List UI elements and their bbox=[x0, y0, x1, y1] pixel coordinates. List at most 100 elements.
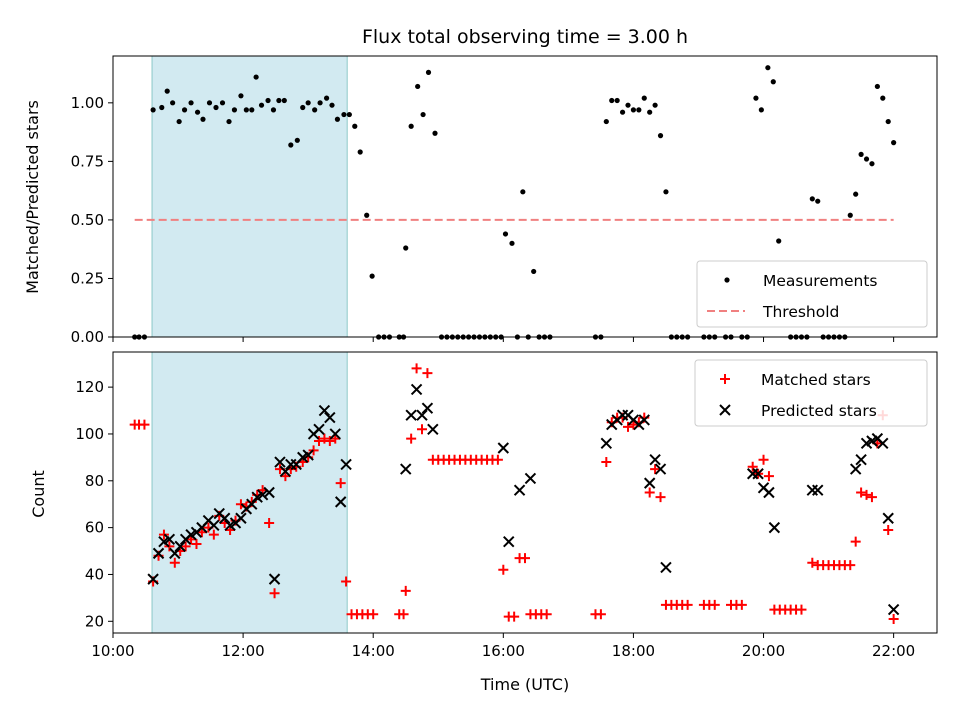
data-point bbox=[147, 573, 159, 585]
data-point bbox=[763, 471, 774, 482]
data-point bbox=[763, 486, 775, 499]
data-point bbox=[509, 240, 515, 246]
x-tick-label: 16:00 bbox=[482, 642, 525, 660]
data-point bbox=[208, 519, 220, 531]
data-point bbox=[427, 423, 439, 435]
data-point bbox=[169, 547, 181, 560]
data-point bbox=[861, 489, 872, 500]
data-point bbox=[509, 611, 520, 622]
data-point bbox=[601, 457, 612, 468]
data-point bbox=[422, 368, 433, 379]
data-point bbox=[263, 486, 275, 499]
x-tick-label: 12:00 bbox=[221, 642, 264, 660]
y-tick-label: 120 bbox=[75, 378, 104, 396]
data-point bbox=[194, 109, 201, 115]
data-point bbox=[432, 130, 438, 136]
data-point bbox=[747, 461, 758, 472]
data-point bbox=[318, 404, 331, 417]
data-point bbox=[411, 363, 422, 374]
data-point bbox=[268, 573, 281, 585]
data-point bbox=[181, 107, 188, 113]
data-point bbox=[405, 409, 417, 421]
data-point bbox=[357, 149, 363, 155]
data-point bbox=[334, 116, 341, 122]
data-point bbox=[231, 107, 238, 113]
data-point bbox=[335, 478, 346, 489]
data-point bbox=[269, 588, 280, 599]
y-tick-label: 0.25 bbox=[71, 269, 104, 287]
axes-frame bbox=[112, 351, 938, 634]
bottom-y-axis-label: Count bbox=[29, 470, 48, 518]
data-point bbox=[276, 97, 282, 104]
data-point bbox=[657, 133, 664, 139]
y-tick-label: 80 bbox=[85, 472, 104, 490]
data-point bbox=[226, 118, 232, 125]
bottom-panel-star-counts: 10:00 12:00 14:00 16:00 18:00 20:00 22:00 20 40 6… bbox=[75, 351, 938, 660]
data-point bbox=[853, 191, 859, 197]
data-point bbox=[874, 83, 880, 90]
series-measurements bbox=[132, 65, 897, 340]
top-panel-measurements-ratio: 0.00 0.25 0.50 0.75 1.00 Measurements Threshol… bbox=[71, 55, 938, 346]
data-point bbox=[736, 599, 747, 610]
data-point bbox=[758, 107, 764, 113]
data-point bbox=[420, 111, 426, 118]
data-point bbox=[191, 539, 202, 550]
data-point bbox=[649, 454, 661, 466]
data-point bbox=[425, 69, 432, 75]
data-point bbox=[238, 93, 244, 99]
data-point bbox=[281, 97, 287, 104]
data-point bbox=[524, 472, 537, 485]
data-point bbox=[329, 102, 335, 108]
data-point bbox=[858, 151, 864, 157]
data-point bbox=[855, 454, 867, 466]
data-point bbox=[219, 100, 226, 106]
data-point bbox=[630, 107, 637, 113]
data-point bbox=[235, 499, 246, 510]
data-point bbox=[644, 487, 655, 498]
data-point bbox=[300, 104, 306, 111]
data-point bbox=[682, 599, 693, 610]
data-point bbox=[641, 95, 647, 101]
data-point bbox=[324, 411, 336, 424]
data-point bbox=[170, 100, 176, 106]
x-tick-label: 20:00 bbox=[742, 642, 785, 660]
data-point bbox=[885, 118, 891, 125]
data-point bbox=[341, 576, 352, 587]
legend-marker bbox=[724, 277, 730, 283]
data-point bbox=[319, 433, 330, 444]
data-point bbox=[312, 107, 318, 113]
data-point bbox=[595, 609, 606, 620]
y-tick-label: 0.50 bbox=[71, 211, 104, 229]
data-point bbox=[807, 557, 818, 568]
data-point bbox=[849, 463, 862, 475]
data-point bbox=[421, 402, 434, 414]
data-point bbox=[364, 212, 370, 218]
data-point bbox=[531, 268, 537, 275]
data-point bbox=[159, 104, 165, 111]
data-point bbox=[400, 585, 411, 596]
y-tick-label: 40 bbox=[85, 565, 104, 583]
data-point bbox=[776, 238, 782, 244]
data-point bbox=[619, 109, 626, 115]
x-tick-label: 14:00 bbox=[352, 642, 395, 660]
data-point bbox=[302, 449, 314, 461]
data-point bbox=[406, 433, 417, 444]
data-point bbox=[600, 437, 613, 450]
legend-label: Matched stars bbox=[761, 371, 871, 389]
data-point bbox=[503, 535, 515, 548]
y-tick-label: 0.75 bbox=[71, 152, 104, 170]
data-point bbox=[623, 421, 633, 432]
data-point bbox=[288, 142, 294, 148]
data-point bbox=[200, 116, 206, 122]
data-point bbox=[415, 83, 421, 90]
data-point bbox=[643, 477, 656, 489]
data-point bbox=[498, 564, 509, 575]
data-point bbox=[614, 97, 620, 104]
data-point bbox=[758, 454, 769, 465]
data-point bbox=[208, 529, 219, 540]
legend-box bbox=[696, 260, 928, 328]
data-point bbox=[180, 541, 191, 552]
data-point bbox=[265, 97, 271, 104]
data-point bbox=[150, 107, 156, 113]
data-point bbox=[341, 111, 347, 118]
